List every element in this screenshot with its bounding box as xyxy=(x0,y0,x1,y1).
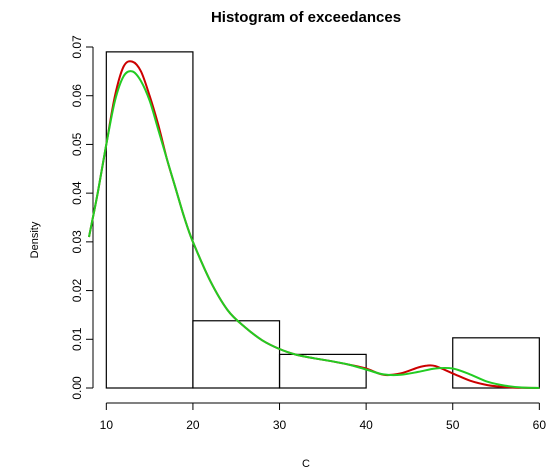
y-axis-label: Density xyxy=(29,221,41,258)
x-tick-label: 60 xyxy=(533,418,547,432)
histogram-bar xyxy=(105,51,194,389)
axes: 10 20 30 40 50 60 0.00 0.01 0.02 0.03 0.04 0.05 0.06… xyxy=(70,35,546,432)
y-tick-label: 0.04 xyxy=(70,181,84,205)
y-tick-label: 0.06 xyxy=(70,84,84,108)
y-tick-label: 0.01 xyxy=(70,327,84,351)
x-tick-label: 20 xyxy=(186,418,200,432)
x-tick-label: 30 xyxy=(273,418,287,432)
x-tick-label: 10 xyxy=(100,418,114,432)
y-tick-label: 0.02 xyxy=(70,279,84,303)
x-tick-label: 50 xyxy=(446,418,460,432)
histogram-bars xyxy=(105,51,540,389)
density-curve xyxy=(88,70,540,389)
density-curves xyxy=(88,60,540,389)
x-tick-label: 40 xyxy=(359,418,373,432)
histogram-bar xyxy=(192,320,281,389)
y-tick-label: 0.07 xyxy=(70,35,84,59)
y-tick-label: 0.05 xyxy=(70,132,84,156)
histogram-bar xyxy=(452,337,540,389)
x-axis-label: C xyxy=(302,458,310,470)
y-tick-label: 0.03 xyxy=(70,230,84,254)
density-curve xyxy=(88,60,540,389)
y-tick-label: 0.00 xyxy=(70,376,84,400)
histogram-bar xyxy=(278,353,367,389)
chart-title: Histogram of exceedances xyxy=(211,9,401,26)
